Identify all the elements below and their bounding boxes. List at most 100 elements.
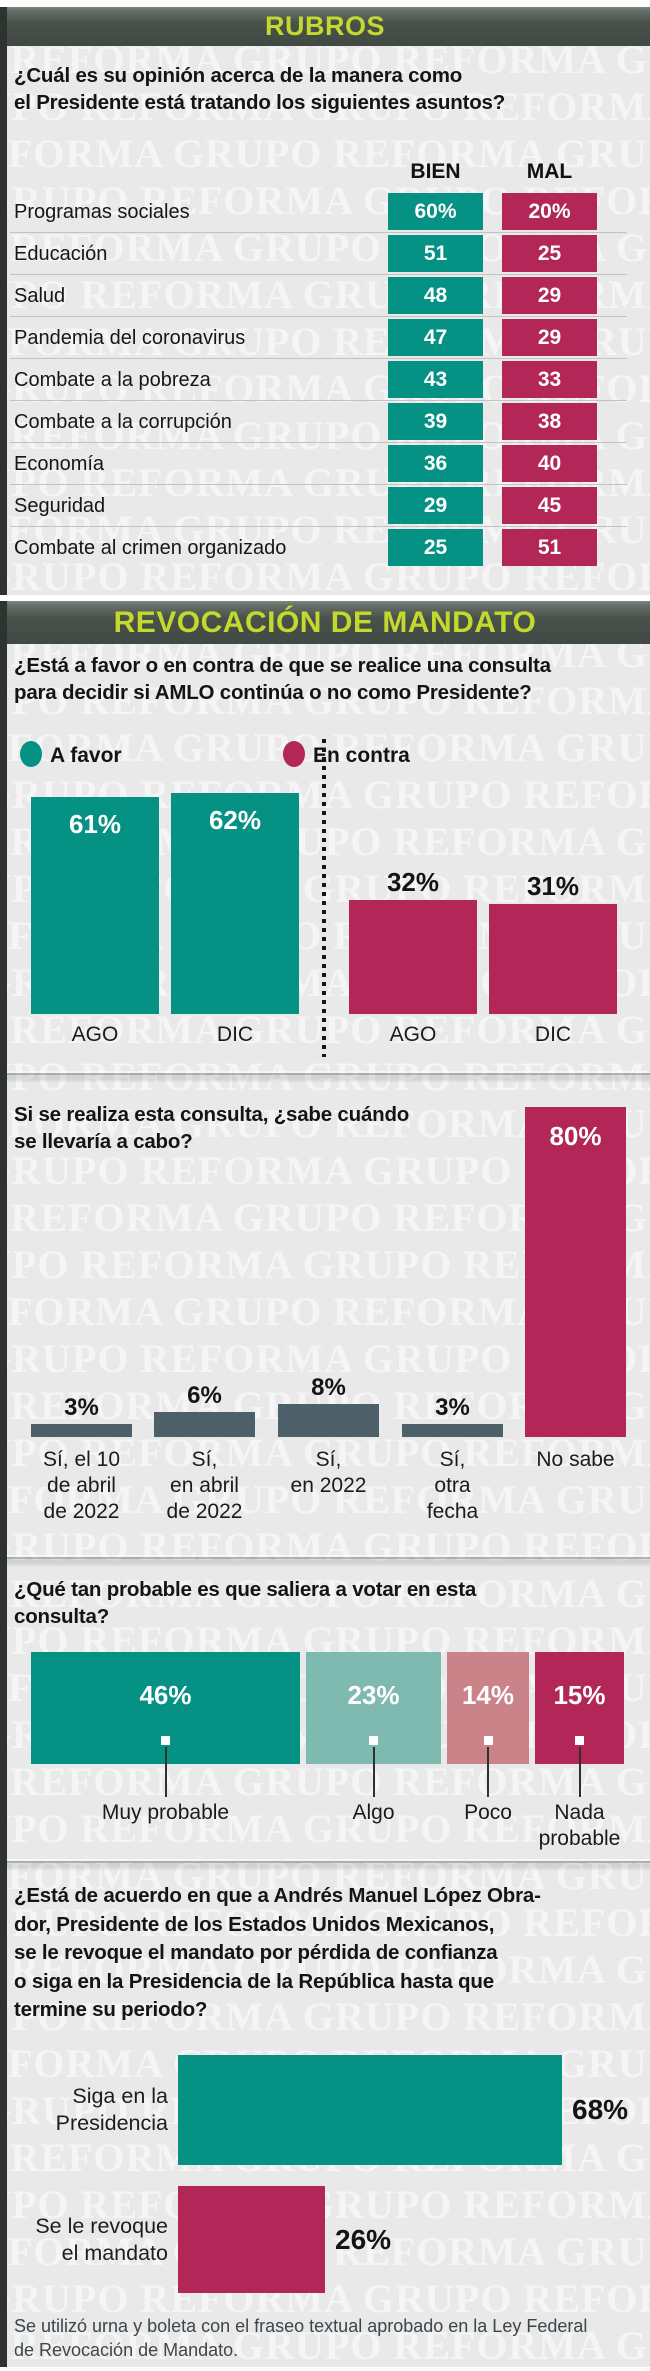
row-label: Pandemia del coronavirus bbox=[14, 326, 246, 349]
hbar-value: 26% bbox=[335, 2223, 392, 2255]
bar-favor-dic bbox=[171, 793, 299, 1014]
mal-value: 29 bbox=[502, 277, 597, 314]
connector-line bbox=[164, 1747, 167, 1797]
hbar-siga bbox=[178, 2055, 562, 2165]
row-label: Combate a la corrupción bbox=[14, 410, 232, 433]
bien-value: 48 bbox=[388, 277, 483, 314]
row-separator bbox=[10, 484, 627, 485]
month-label: DIC bbox=[534, 1023, 572, 1046]
bar-cuando bbox=[278, 1404, 379, 1437]
legend-divider-dotted bbox=[322, 739, 326, 1057]
question-consulta: ¿Está a favor o en contra de que se real… bbox=[14, 654, 551, 704]
legend-dot-contra bbox=[283, 741, 305, 767]
mal-value: 45 bbox=[502, 487, 597, 524]
month-label: DIC bbox=[216, 1023, 254, 1046]
segment-label: Muy probable bbox=[101, 1801, 230, 1824]
category-label: No sabe bbox=[536, 1448, 615, 1471]
panel-revocacion: GRUPO REFORMA GRUPO REFORMA GRUPO REFORM… bbox=[0, 601, 650, 2367]
table-row: Combate al crimen organizado 25 51 bbox=[0, 527, 650, 569]
bar-contra-dic bbox=[489, 904, 617, 1014]
bar-value: 62% bbox=[208, 805, 262, 835]
table-row: Combate a la corrupción 39 38 bbox=[0, 401, 650, 443]
row-separator bbox=[10, 316, 627, 317]
table-row: Salud 48 29 bbox=[0, 275, 650, 317]
connector-line bbox=[578, 1747, 581, 1797]
table-row: Seguridad 29 45 bbox=[0, 485, 650, 527]
bien-value: 43 bbox=[388, 361, 483, 398]
column-header-mal: MAL bbox=[526, 160, 573, 183]
row-label: Seguridad bbox=[14, 494, 106, 517]
row-label: Salud bbox=[14, 284, 66, 307]
mal-value: 38 bbox=[502, 403, 597, 440]
segment-value: 46% bbox=[139, 1679, 192, 1710]
question-acuerdo: ¿Está de acuerdo en que a Andrés Manuel … bbox=[14, 1884, 541, 2021]
table-row: Combate a la pobreza 43 33 bbox=[0, 359, 650, 401]
row-separator bbox=[10, 274, 627, 275]
month-label: AGO bbox=[71, 1023, 119, 1046]
bien-value: 29 bbox=[388, 487, 483, 524]
probable-stacked-chart: 46% Muy probable 23% Algo 14% Poco 15% Nada pro… bbox=[0, 601, 650, 2367]
question-rubros: ¿Cuál es su opinión acerca de la manera … bbox=[14, 64, 506, 114]
table-row: Educación 51 25 bbox=[0, 233, 650, 275]
bar-value: 61% bbox=[68, 809, 122, 839]
section-divider bbox=[0, 1071, 650, 1083]
mal-value: 25 bbox=[502, 235, 597, 272]
mal-value: 29 bbox=[502, 319, 597, 356]
hbar-revoque bbox=[178, 2186, 325, 2293]
legend-label-contra: En contra bbox=[313, 744, 410, 767]
question-cuando: Si se realiza esta consulta, ¿sabe cuánd… bbox=[14, 1103, 410, 1153]
row-label: Combate a la pobreza bbox=[14, 368, 211, 391]
panel-left-edge bbox=[0, 7, 7, 595]
bar-contra-ago bbox=[349, 900, 477, 1014]
row-separator bbox=[10, 442, 627, 443]
bien-value: 36 bbox=[388, 445, 483, 482]
bien-value: 51 bbox=[388, 235, 483, 272]
row-label: Educación bbox=[14, 242, 108, 265]
bien-value: 25 bbox=[388, 529, 483, 566]
row-separator bbox=[10, 400, 627, 401]
section-title: REVOCACIÓN DE MANDATO bbox=[113, 605, 537, 639]
category-label: Sí, en abril de 2022 bbox=[166, 1448, 243, 1523]
favor-contra-chart: 61% AGO 62% DIC 32% AGO 31% DIC bbox=[0, 601, 650, 2367]
connector-square bbox=[483, 1736, 493, 1745]
legend-label-favor: A favor bbox=[50, 744, 122, 767]
section-header-rubros: RUBROS bbox=[0, 7, 650, 46]
row-label: Combate al crimen organizado bbox=[14, 536, 287, 559]
segment-nada: 15% bbox=[535, 1652, 624, 1764]
connector-line bbox=[372, 1747, 375, 1797]
bar-cuando bbox=[154, 1412, 255, 1437]
connector-line bbox=[487, 1747, 489, 1797]
methodology-footnote: Se utilizó urna y boleta con el fraseo t… bbox=[14, 2316, 588, 2360]
bar-cuando bbox=[402, 1424, 503, 1437]
segment-label: Nada probable bbox=[538, 1801, 621, 1850]
hbar-label: Siga en la Presidencia bbox=[55, 2084, 168, 2135]
table-row: Pandemia del coronavirus 47 29 bbox=[0, 317, 650, 359]
row-separator bbox=[10, 232, 627, 233]
row-label: Programas sociales bbox=[14, 200, 190, 223]
panel-left-edge bbox=[0, 601, 7, 2367]
segment-value: 15% bbox=[553, 1679, 606, 1710]
section-header-revocacion: REVOCACIÓN DE MANDATO bbox=[0, 601, 650, 644]
bar-cuando bbox=[525, 1107, 626, 1437]
segment-label: Poco bbox=[464, 1801, 512, 1824]
bien-value: 47 bbox=[388, 319, 483, 356]
bar-value: 80% bbox=[549, 1121, 602, 1151]
rubros-table: Programas sociales 60% 20% Educación 51 25 Sal… bbox=[0, 191, 650, 569]
month-label: AGO bbox=[389, 1023, 437, 1046]
section-divider bbox=[0, 1555, 650, 1567]
question-probable: ¿Qué tan probable es que saliera a votar… bbox=[14, 1578, 477, 1628]
table-row: Programas sociales 60% 20% bbox=[0, 191, 650, 233]
bar-value: 6% bbox=[187, 1382, 222, 1409]
segment-poco: 14% bbox=[447, 1652, 529, 1764]
mal-value: 20% bbox=[502, 193, 597, 230]
mal-value: 33 bbox=[502, 361, 597, 398]
row-label: Economía bbox=[14, 452, 105, 475]
mal-value: 51 bbox=[502, 529, 597, 566]
bar-value: 31% bbox=[526, 871, 580, 901]
category-label: Sí, otra fecha bbox=[426, 1448, 479, 1523]
mal-value: 40 bbox=[502, 445, 597, 482]
connector-square bbox=[575, 1736, 584, 1745]
category-label: Sí, el 10 de abril de 2022 bbox=[42, 1448, 121, 1523]
bien-value: 60% bbox=[388, 193, 483, 230]
